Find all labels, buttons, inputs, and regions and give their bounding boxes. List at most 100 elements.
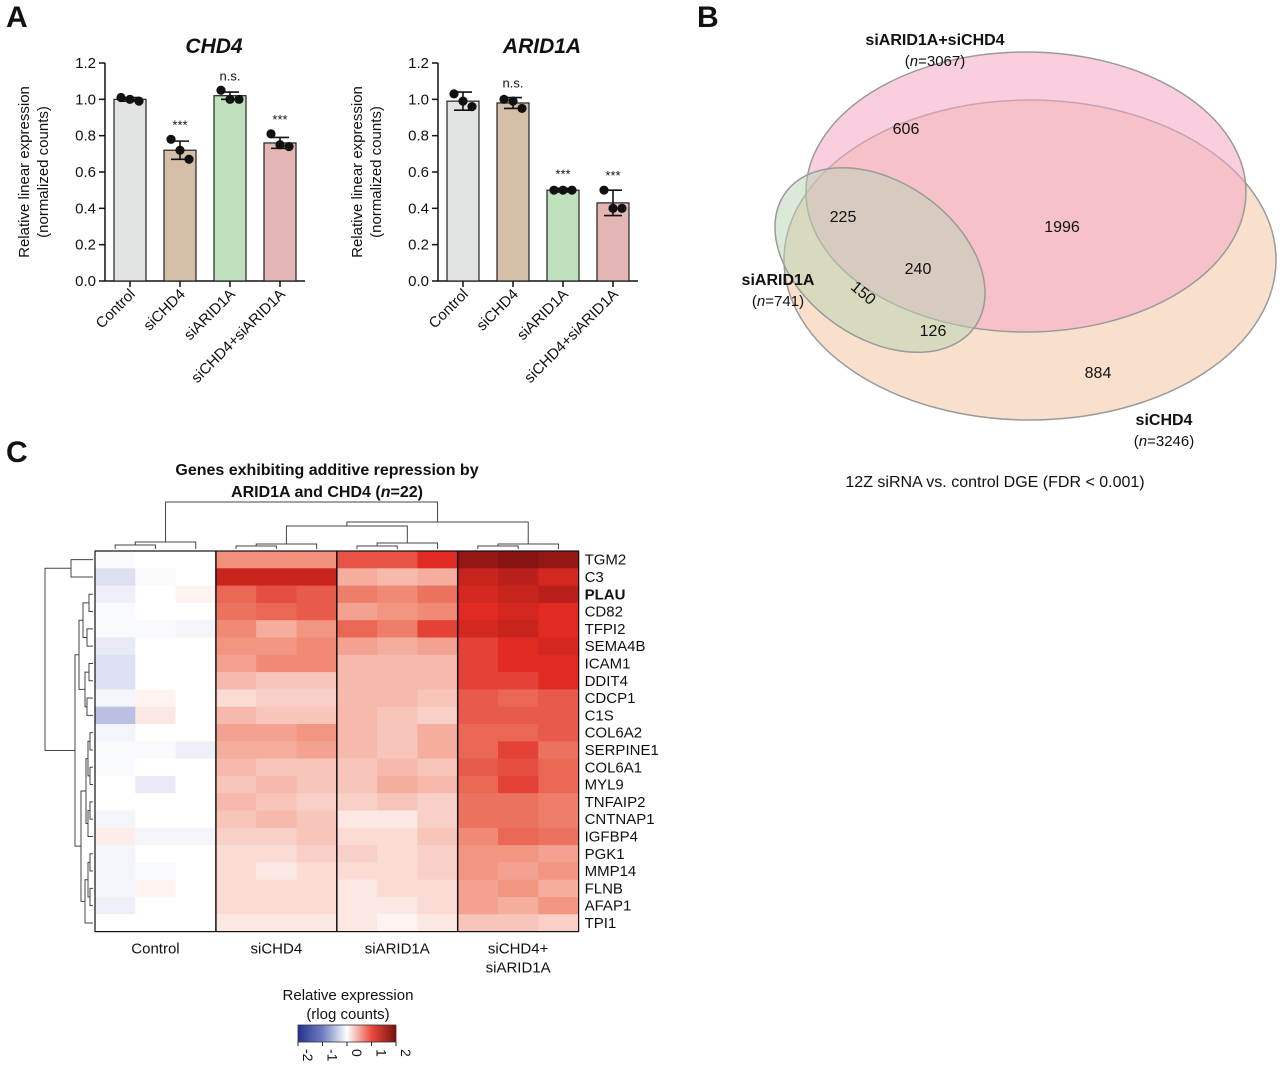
heatmap-cell (377, 551, 418, 569)
heatmap-cell (498, 637, 539, 656)
heatmap-cell (417, 568, 459, 587)
heatmap-cell (336, 862, 378, 881)
heatmap-cell (336, 775, 378, 794)
group-label-0: Control (131, 941, 179, 958)
heatmap-cell (296, 914, 338, 933)
venn-label-combo: siARID1A+siCHD4 (865, 32, 1004, 49)
chd4-point-3-1 (275, 140, 285, 150)
chd4-point-2-0 (216, 85, 226, 95)
heatmap-cell (135, 793, 177, 812)
heatmap-cell (135, 689, 177, 708)
heatmap-cell (538, 672, 580, 690)
heatmap-cell (336, 706, 378, 725)
heatmap-cell (256, 897, 298, 915)
heatmap-cell (377, 879, 418, 898)
heatmap-cell (377, 845, 418, 863)
venn-region-combo-chd4: 1996 (1044, 219, 1080, 236)
heatmap-cell (377, 637, 418, 656)
heatmap-cell (336, 741, 378, 760)
heatmap-cell (336, 654, 378, 673)
arid1a-ytick-label: 0.2 (408, 237, 429, 254)
heatmap-cell (215, 845, 257, 863)
heatmap-cell (175, 914, 217, 933)
heatmap-cell (417, 551, 459, 569)
heatmap-cell (95, 585, 136, 604)
heatmap-cell (417, 672, 459, 690)
heatmap-cell (256, 637, 298, 656)
arid1a-category-label-1: siCHD4 (473, 286, 522, 335)
heatmap-cell (215, 602, 257, 621)
heatmap-cell (336, 689, 378, 708)
heatmap-cell (296, 585, 338, 604)
heatmap-cell (175, 879, 217, 898)
heatmap: Genes exhibiting additive repression by … (44, 462, 659, 977)
heatmap-cell (417, 620, 459, 639)
venn-region-chd4-only: 884 (1085, 365, 1112, 382)
heatmap-cell (417, 845, 459, 863)
dendrogram-link (82, 602, 89, 638)
heatmap-cell (135, 706, 177, 725)
heatmap-cell (296, 672, 338, 690)
gene-label: FLNB (585, 880, 623, 897)
chd4-category-label-1: siCHD4 (140, 286, 189, 335)
heatmap-cell (135, 845, 177, 863)
arid1a-ytick-label: 1.2 (408, 55, 429, 72)
heatmap-cell (135, 879, 177, 898)
heatmap-cell (175, 741, 217, 760)
heatmap-cell (538, 620, 580, 639)
heatmap-cell (457, 845, 499, 863)
heatmap-cell (457, 689, 499, 708)
heatmap-cell (538, 568, 580, 587)
heatmap-cell (256, 672, 298, 690)
heatmap-cell (95, 775, 136, 794)
heatmap-cell (457, 810, 499, 829)
gene-label: PLAU (585, 586, 626, 603)
heatmap-cell (135, 810, 177, 829)
chd4-point-0-2 (134, 96, 144, 106)
chd4-chart-title: CHD4 (185, 35, 242, 58)
heatmap-cell (175, 775, 217, 794)
heatmap-cell (457, 724, 499, 742)
heatmap-cell (417, 879, 459, 898)
heatmap-cell (457, 862, 499, 881)
heatmap-cell (336, 672, 378, 690)
colorbar-tick-label: 2 (398, 1049, 414, 1057)
chd4-ylabel-line1: Relative linear expression (16, 86, 33, 258)
colorbar-tick-label: -2 (300, 1049, 316, 1062)
heatmap-cell (215, 706, 257, 725)
heatmap-cell (215, 862, 257, 881)
heatmap-cell (95, 758, 136, 777)
heatmap-cell (538, 827, 580, 846)
heatmap-cell (296, 724, 338, 742)
venn-region-arid-combo: 225 (830, 209, 857, 226)
heatmap-cell (95, 879, 136, 898)
gene-label: DDIT4 (585, 673, 628, 690)
heatmap-cell (336, 810, 378, 829)
heatmap-cell (256, 862, 298, 881)
venn-diagram: 606 225 1996 240 150 126 884 siARID1A+si… (742, 32, 1277, 491)
heatmap-cell (498, 897, 539, 915)
heatmap-cell (175, 827, 217, 846)
venn-caption: 12Z siRNA vs. control DGE (FDR < 0.001) (845, 474, 1144, 491)
venn-label-sichd4: siCHD4 (1136, 412, 1193, 429)
arid1a-bar-0 (446, 100, 480, 282)
heatmap-cell (538, 706, 580, 725)
chd4-ytick-label: 1.0 (75, 91, 96, 108)
heatmap-cell (175, 862, 217, 881)
heatmap-title-line1: Genes exhibiting additive repression by (175, 462, 478, 479)
heatmap-cell (377, 862, 418, 881)
heatmap-cell (296, 793, 338, 812)
heatmap-cell (215, 672, 257, 690)
heatmap-cell (256, 793, 298, 812)
heatmap-cell (457, 879, 499, 898)
arid1a-point-1-2 (517, 103, 527, 114)
chd4-point-3-0 (266, 129, 276, 139)
arid1a-point-1-1 (508, 96, 518, 106)
heatmap-cell (377, 827, 418, 846)
heatmap-cell (256, 585, 298, 604)
gene-label: AFAP1 (585, 898, 632, 915)
heatmap-cell (498, 862, 539, 881)
heatmap-cell (538, 810, 580, 829)
heatmap-cell (417, 827, 459, 846)
heatmap-cell (377, 706, 418, 725)
